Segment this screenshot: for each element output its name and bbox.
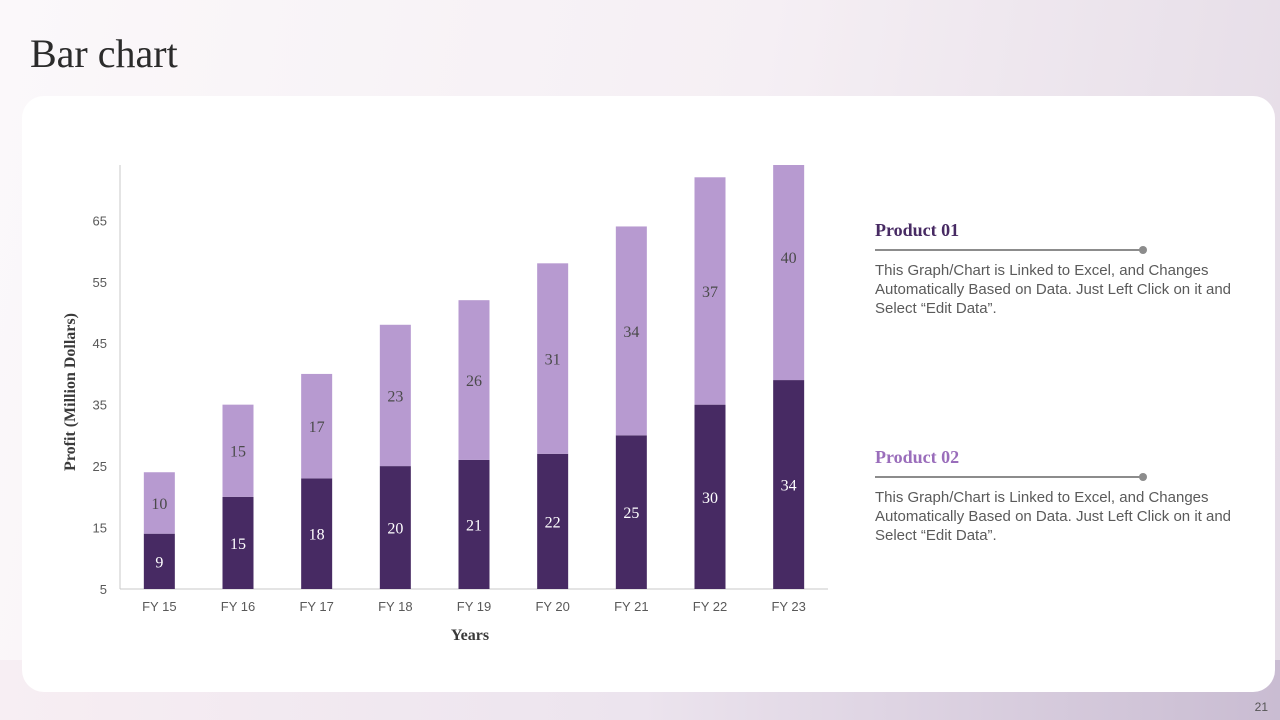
bar-product-01	[458, 459, 490, 589]
bar-product-01	[379, 466, 411, 589]
data-label-product-01: 22	[545, 514, 561, 531]
bar-product-01	[537, 453, 569, 589]
data-label-product-02: 23	[387, 388, 403, 405]
x-tick-label: FY 16	[221, 599, 255, 614]
y-tick-label: 15	[93, 521, 107, 536]
product-01-title: Product 01	[875, 220, 960, 240]
y-tick-label: 55	[93, 275, 107, 290]
data-label-product-01: 18	[309, 527, 325, 544]
y-tick-label: 35	[93, 398, 107, 413]
slide-title: Bar chart	[30, 31, 178, 76]
data-label-product-02: 15	[230, 444, 246, 461]
bar-product-02	[773, 165, 805, 381]
bar-product-02	[537, 263, 569, 454]
x-tick-label: FY 18	[378, 599, 412, 614]
product-01-description: This Graph/Chart is Linked to Excel, and…	[875, 262, 1232, 317]
page-number: 21	[1254, 700, 1268, 714]
data-label-product-01: 25	[623, 505, 639, 522]
data-label-product-01: 34	[781, 478, 797, 495]
product-01-block: Product 01 This Graph/Chart is Linked to…	[875, 220, 1235, 318]
bar-product-02	[694, 177, 726, 405]
data-label-product-01: 20	[387, 521, 403, 538]
product-01-divider	[875, 246, 1147, 254]
bar-chart: 5 15 25 35 45 55 65 9 10 FY 15 15 15 FY 16 18 17 FY 17 2…	[62, 165, 828, 644]
x-tick-label: FY 19	[457, 599, 491, 614]
bar-product-02	[379, 324, 411, 467]
bar-product-02	[615, 226, 647, 436]
data-label-product-02: 17	[309, 419, 325, 436]
y-tick-label: 5	[100, 582, 107, 597]
data-label-product-01: 21	[466, 517, 482, 534]
bar-product-02	[458, 300, 490, 460]
bar-product-01	[773, 380, 805, 589]
x-tick-label: FY 22	[693, 599, 727, 614]
y-tick-label: 65	[93, 213, 107, 228]
data-label-product-02: 34	[623, 324, 639, 341]
content-card	[22, 96, 1275, 692]
bar-product-01	[222, 496, 254, 589]
data-label-product-02: 10	[151, 496, 167, 513]
bar-product-01	[615, 435, 647, 589]
bar-product-02	[301, 373, 333, 479]
x-tick-label: FY 20	[535, 599, 569, 614]
data-label-product-02: 26	[466, 373, 482, 390]
data-label-product-02: 40	[781, 250, 797, 267]
data-label-product-01: 9	[155, 554, 163, 571]
bar-product-01	[301, 478, 333, 589]
bar-product-01	[143, 533, 175, 589]
product-02-title: Product 02	[875, 447, 960, 467]
x-tick-label: FY 15	[142, 599, 176, 614]
data-label-product-01: 15	[230, 536, 246, 553]
y-axis-title: Profit (Million Dollars)	[62, 313, 79, 471]
data-label-product-01: 30	[702, 490, 718, 507]
product-02-block: Product 02 This Graph/Chart is Linked to…	[875, 447, 1235, 545]
bar-product-02	[143, 472, 175, 534]
bar-product-02	[222, 404, 254, 497]
x-tick-label: FY 21	[614, 599, 648, 614]
x-axis-title: Years	[451, 627, 489, 644]
product-02-description: This Graph/Chart is Linked to Excel, and…	[875, 489, 1232, 544]
bar-product-01	[694, 404, 726, 589]
x-tick-label: FY 17	[299, 599, 333, 614]
x-tick-label: FY 23	[771, 599, 805, 614]
data-label-product-02: 37	[702, 284, 718, 301]
data-label-product-02: 31	[545, 352, 561, 369]
product-02-divider	[875, 473, 1147, 481]
y-tick-label: 25	[93, 459, 107, 474]
y-tick-label: 45	[93, 336, 107, 351]
